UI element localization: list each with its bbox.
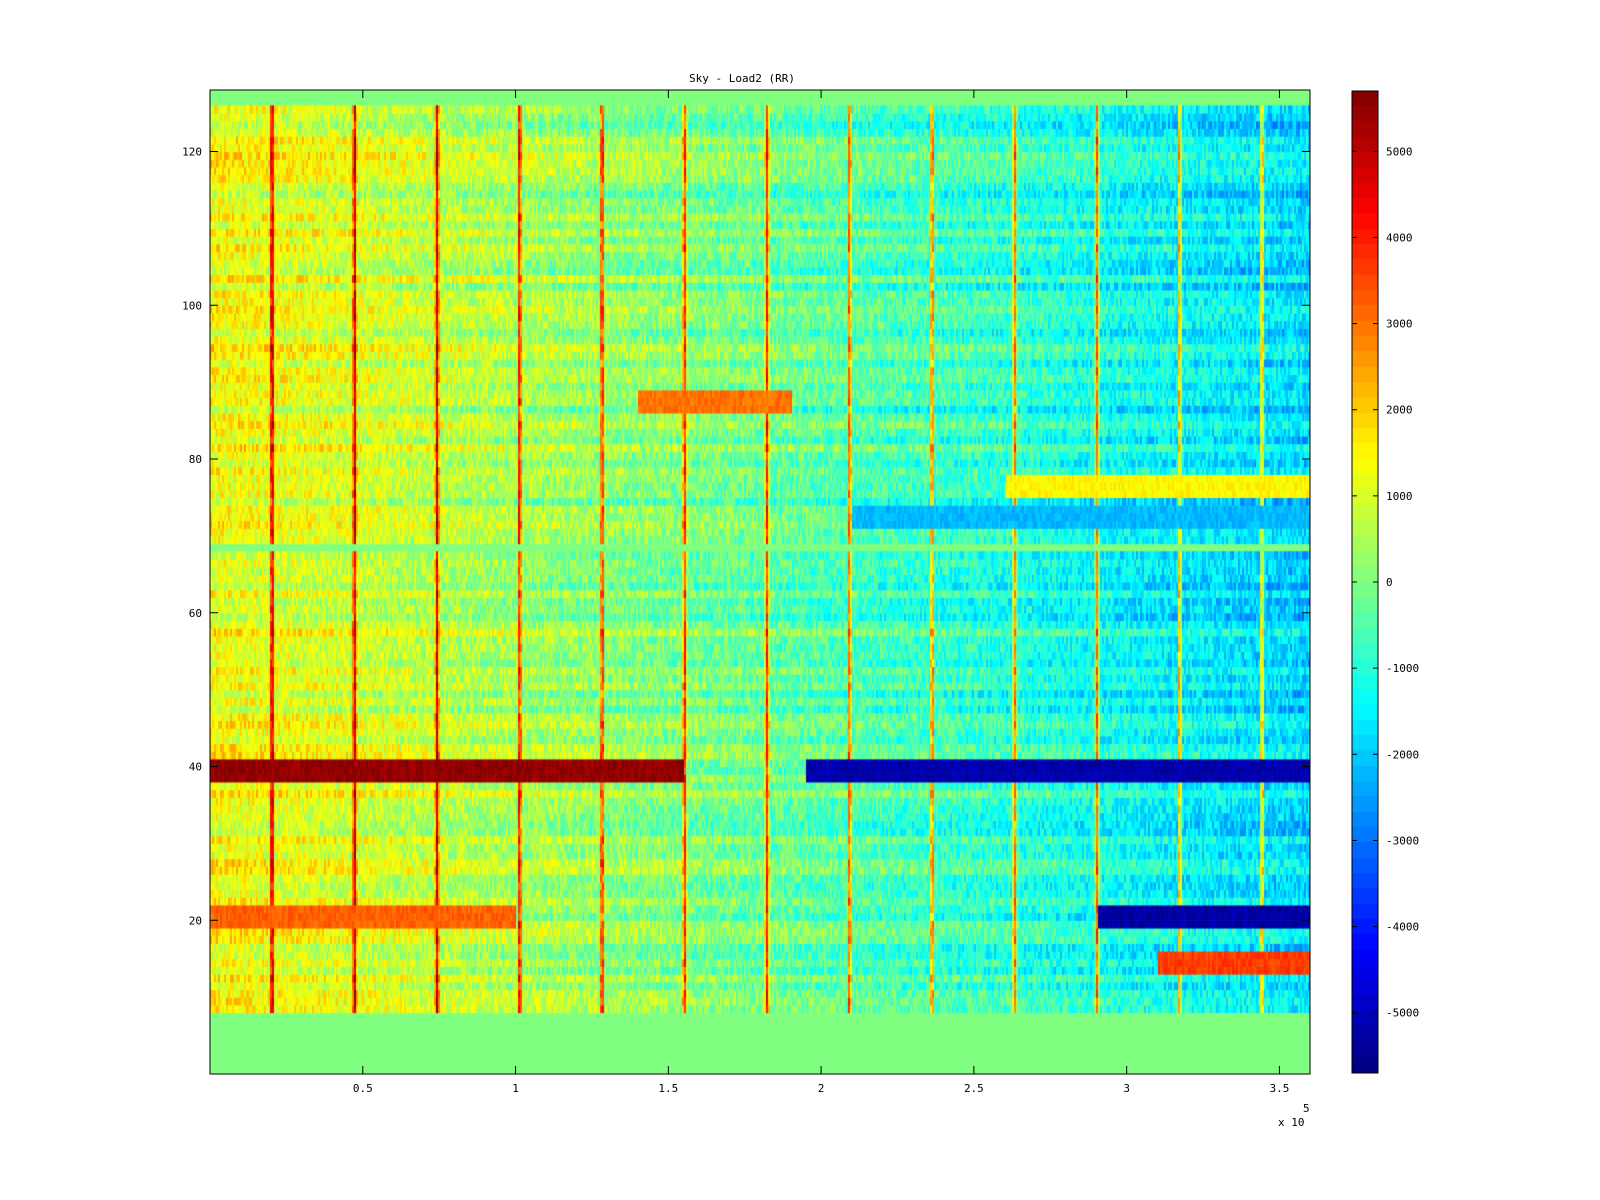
heatmap-area [210, 90, 1310, 1074]
y-axis: 20 40 60 80 100 120 [182, 146, 1310, 927]
x-tick-label: 0.5 [353, 1082, 373, 1095]
x-tick-label: 2.5 [964, 1082, 984, 1095]
colorbar-tick-label: 0 [1386, 576, 1393, 589]
x-exponent-label: x 10 [1278, 1116, 1305, 1129]
chart-title: Sky - Load2 (RR) [689, 72, 795, 85]
colorbar-tick-label: -1000 [1386, 662, 1419, 675]
x-tick-label: 1.5 [658, 1082, 678, 1095]
colorbar-tick-label: -5000 [1386, 1007, 1419, 1020]
y-tick-label: 120 [182, 146, 202, 159]
y-tick-label: 60 [189, 607, 202, 620]
x-tick-label: 1 [512, 1082, 519, 1095]
colorbar-tick-label: 3000 [1386, 318, 1413, 331]
y-tick-label: 100 [182, 299, 202, 312]
y-tick-label: 80 [189, 453, 202, 466]
y-tick-label: 20 [189, 914, 202, 927]
x-tick-label: 2 [818, 1082, 825, 1095]
plot-frame [209, 89, 1311, 1075]
colorbar-tick-label: 4000 [1386, 231, 1413, 244]
colorbar-tick-label: 1000 [1386, 490, 1413, 503]
colorbar-ticks: 5000 4000 3000 2000 1000 0 -1000 -2000 -3000 -400… [1352, 145, 1419, 1020]
colorbar-tick-label: 5000 [1386, 145, 1413, 158]
colorbar-tick-label: -4000 [1386, 921, 1419, 934]
y-tick-label: 40 [189, 761, 202, 774]
x-tick-label: 3.5 [1270, 1082, 1290, 1095]
colorbar-tick-label: -3000 [1386, 834, 1419, 847]
x-exponent-power: 5 [1303, 1102, 1310, 1115]
x-axis: 0.5 1 1.5 2 2.5 3 3.5 [353, 90, 1290, 1095]
x-tick-label: 3 [1123, 1082, 1130, 1095]
colorbar-tick-label: -2000 [1386, 748, 1419, 761]
colorbar-tick-label: 2000 [1386, 404, 1413, 417]
colorbar: 5000 4000 3000 2000 1000 0 -1000 -2000 -3000 -400… [1351, 90, 1419, 1074]
